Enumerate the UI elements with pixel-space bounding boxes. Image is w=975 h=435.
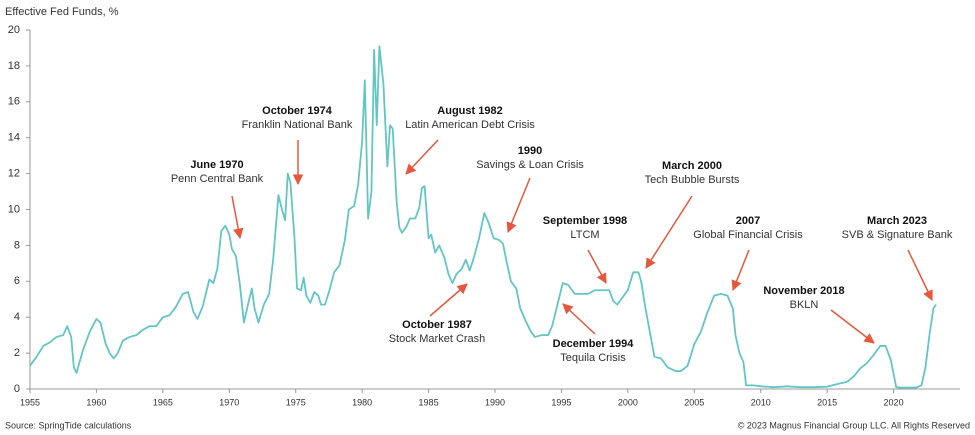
annotation-title: March 2000 — [662, 160, 722, 172]
annotation-title: November 2018 — [763, 285, 844, 297]
annotation-text: BKLN — [790, 299, 819, 311]
x-tick-label: 2015 — [817, 397, 837, 407]
y-tick-label: 14 — [8, 132, 20, 144]
x-tick-label: 1975 — [286, 397, 306, 407]
y-tick-label: 4 — [14, 311, 20, 323]
annotation-text: LTCM — [570, 229, 599, 241]
y-tick-label: 0 — [14, 383, 20, 395]
y-tick-label: 16 — [8, 96, 20, 108]
annotation-text: SVB & Signature Bank — [842, 229, 953, 241]
annotation-title: October 1974 — [262, 105, 333, 117]
x-tick-label: 2010 — [751, 397, 771, 407]
chart-title: Effective Fed Funds, % — [5, 6, 119, 18]
x-tick-label: 2005 — [684, 397, 704, 407]
x-tick-label: 1960 — [86, 397, 106, 407]
annotation-title: December 1994 — [553, 338, 635, 350]
x-tick-label: 1980 — [352, 397, 372, 407]
annotation-text: Global Financial Crisis — [693, 229, 803, 241]
annotation-text: Savings & Loan Crisis — [476, 159, 584, 171]
y-tick-label: 18 — [8, 60, 20, 72]
x-tick-label: 1990 — [485, 397, 505, 407]
annotation-title: June 1970 — [190, 159, 243, 171]
x-tick-label: 1985 — [419, 397, 439, 407]
annotation-text: Tequila Crisis — [560, 352, 626, 364]
annotation-arrow — [587, 249, 607, 284]
source-note: Source: SpringTide calculations — [5, 420, 132, 430]
annotation-text: Stock Market Crash — [389, 333, 486, 345]
y-tick-label: 10 — [8, 203, 20, 215]
annotation-title: August 1982 — [437, 105, 502, 117]
annotation-text: Tech Bubble Bursts — [645, 174, 740, 186]
annotation-text: Penn Central Bank — [171, 173, 264, 185]
annotation-arrow — [830, 309, 875, 344]
y-tick-label: 6 — [14, 275, 20, 287]
annotation-title: 2007 — [736, 215, 760, 227]
y-tick-label: 20 — [8, 24, 20, 36]
x-tick-label: 1965 — [153, 397, 173, 407]
y-tick-label: 8 — [14, 239, 20, 251]
annotation-arrow — [429, 283, 468, 317]
annotation-arrow — [731, 249, 750, 291]
annotation-arrow — [405, 139, 439, 175]
x-tick-label: 1995 — [551, 397, 571, 407]
annotation-arrow — [645, 195, 693, 269]
rate-line — [29, 45, 937, 389]
annotation-title: 1990 — [518, 145, 542, 157]
x-tick-label: 1970 — [219, 397, 239, 407]
annotation-title: March 2023 — [867, 215, 927, 227]
annotation-title: September 1998 — [543, 215, 627, 227]
y-tick-label: 2 — [14, 347, 20, 359]
annotation-arrow — [506, 177, 531, 233]
annotation-text: Franklin National Bank — [242, 119, 353, 131]
x-tick-label: 1955 — [20, 397, 40, 407]
annotation-arrow — [231, 195, 244, 240]
annotation-arrow — [907, 249, 933, 301]
y-tick-label: 12 — [8, 168, 20, 180]
x-tick-label: 2000 — [618, 397, 638, 407]
copyright-note: © 2023 Magnus Financial Group LLC. All R… — [738, 420, 970, 430]
annotation-title: October 1987 — [402, 319, 472, 331]
annotation-text: Latin American Debt Crisis — [405, 119, 535, 131]
annotation-arrow — [562, 303, 596, 335]
x-tick-label: 2020 — [884, 397, 904, 407]
